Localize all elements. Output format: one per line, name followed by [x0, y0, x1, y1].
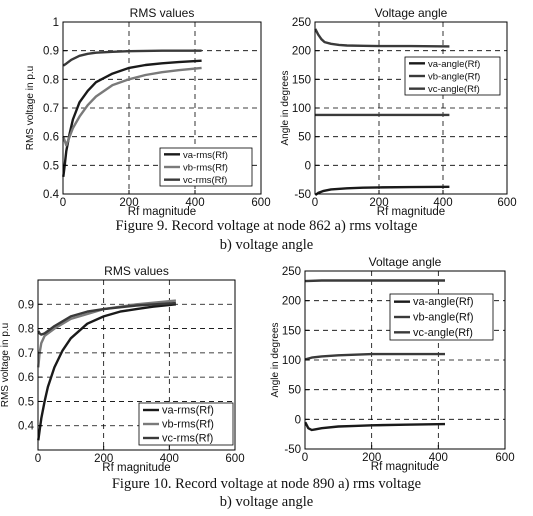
fig9b-series-2-line	[314, 28, 450, 48]
fig9b-legend-label: vb-angle(Rf)	[428, 72, 480, 83]
fig10a-ytick-label: 0.7	[18, 348, 34, 360]
fig10a-series-1-line	[37, 303, 177, 441]
fig10b-legend: va-angle(Rf) vb-angle(Rf) vc-angle(Rf)	[389, 293, 494, 341]
fig10b-ytick-label: 100	[282, 355, 301, 367]
fig9b-ytick-label: 100	[292, 103, 311, 115]
fig10b-ytick-label: 0	[295, 414, 301, 426]
fig9a-xlabel: Rf magnitude	[128, 206, 196, 218]
fig10b-series-2-line	[305, 279, 445, 283]
fig9a-xtick-label: 200	[119, 197, 138, 209]
fig9a-xtick-label: 0	[60, 197, 66, 209]
fig10a-ylabel: RMS voltage in p.u	[0, 323, 11, 408]
fig9b-ytick-label: -50	[294, 189, 311, 201]
fig10a-xtick-label: 0	[35, 453, 41, 465]
fig10b-series-3-line	[304, 352, 445, 361]
fig9a-xtick-label: 400	[185, 197, 204, 209]
fig9a-ytick-label: 0.8	[43, 74, 59, 86]
figure9-caption-line2: b) voltage angle	[219, 237, 314, 253]
fig10a-ytick-label: 0.6	[18, 372, 34, 384]
fig10a-legend-label: va-rms(Rf)	[162, 405, 214, 417]
fig9a-ytick-label: 0.7	[43, 103, 59, 115]
fig10b-legend-label: vc-angle(Rf)	[413, 327, 473, 339]
fig9b-legend-label: va-angle(Rf)	[428, 59, 480, 70]
fig9b-ytick-label: 250	[292, 17, 311, 29]
fig10a-legend-label: vb-rms(Rf)	[162, 419, 214, 431]
fig10a-ytick-label: 0.9	[18, 299, 34, 311]
fig9a-ytick-label: 1	[53, 17, 59, 29]
fig9a-ylabel: RMS voltage in p.u	[25, 66, 36, 151]
fig9a-legend-label: vb-rms(Rf)	[183, 163, 228, 174]
fig10b-xtick-label: 0	[302, 452, 308, 464]
fig10b-legend-label: vb-angle(Rf)	[413, 312, 474, 324]
fig10b-xlabel: Rf magnitude	[371, 461, 439, 473]
fig9a-legend-label: va-rms(Rf)	[183, 150, 228, 161]
figure10-caption-line1: Figure 10. Record voltage at node 890 a)…	[111, 476, 422, 492]
fig10b-ytick-label: 50	[288, 385, 301, 397]
fig9a-ytick-label: 0.6	[43, 132, 59, 144]
fig9b-series-1-line	[314, 185, 450, 197]
fig10b-title: Voltage angle	[369, 255, 442, 269]
fig10b-series-1-line	[304, 421, 446, 432]
fig10b-xtick-label: 400	[429, 452, 448, 464]
fig10a-legend: va-rms(Rf) vb-rms(Rf) vc-rms(Rf)	[138, 402, 234, 446]
figure10-caption-line2: b) voltage angle	[219, 494, 314, 510]
fig10b-ytick-label: 250	[282, 266, 301, 278]
fig10a-chart: RMS values 0 200 400 600 0.4 0.5 0.6 0.7 0.8 0.9 Rf…	[0, 264, 245, 474]
fig10b-ylabel: Angle in degrees	[270, 322, 281, 397]
fig9a-legend: va-rms(Rf) vb-rms(Rf)vc-rms(Rf)	[159, 147, 253, 187]
fig10a-ytick-label: 0.5	[18, 396, 34, 408]
fig9b-ytick-label: 50	[298, 132, 311, 144]
fig10a-series-3-line	[37, 301, 176, 336]
fig9a-series-3-line	[62, 49, 202, 67]
figure9-caption-line1: Figure 9. Record voltage at node 862 a) …	[115, 218, 418, 234]
fig9b-legend: va-angle(Rf) vb-angle(Rf)vc-angle(Rf)	[404, 56, 501, 96]
fig9a-legend-label: vc-rms(Rf)	[183, 175, 227, 186]
fig9a-chart: RMS values 0 200 400 600 0.4 0.5 0.6 0.7 0.8 0.9 1 R…	[25, 6, 271, 218]
fig9a-ytick-label: 0.5	[43, 160, 59, 172]
fig10b-ytick-label: 200	[282, 296, 301, 308]
fig10b-ytick-label: 150	[282, 325, 301, 337]
fig10a-xlabel: Rf magnitude	[102, 462, 170, 474]
fig9a-title: RMS values	[130, 6, 195, 20]
fig9b-ytick-label: 150	[292, 74, 311, 86]
fig10a-xtick-label: 600	[225, 453, 244, 465]
fig10a-xtick-label: 400	[160, 453, 179, 465]
fig9a-ytick-label: 0.4	[43, 189, 60, 201]
fig9a-xtick-label: 600	[251, 197, 270, 209]
fig9a-ytick-label: 0.9	[43, 46, 59, 58]
fig9b-ytick-label: 0	[305, 160, 311, 172]
fig10a-title: RMS values	[104, 264, 169, 278]
fig10b-legend-label: va-angle(Rf)	[413, 296, 474, 308]
fig10b-xtick-label: 200	[362, 452, 381, 464]
fig9b-xtick-label: 0	[312, 197, 318, 209]
fig10a-plot-frame	[37, 279, 236, 451]
fig9b-title: Voltage angle	[375, 6, 448, 20]
fig10b-ytick-label: -50	[284, 444, 301, 456]
fig9a-series-1-line	[62, 59, 202, 177]
fig10a-ytick-label: 0.4	[18, 421, 35, 433]
fig9b-xtick-label: 400	[433, 197, 452, 209]
fig9b-xlabel: Rf magnitude	[377, 206, 445, 218]
fig9b-legend-label: vc-angle(Rf)	[428, 84, 480, 95]
fig10a-xtick-label: 200	[94, 453, 113, 465]
fig9b-ylabel: Angle in degrees	[280, 70, 291, 145]
fig9b-xtick-label: 600	[497, 197, 516, 209]
fig10a-ytick-label: 0.8	[18, 324, 34, 336]
fig9a-series-2-line	[62, 66, 202, 147]
fig10a-legend-label: vc-rms(Rf)	[162, 433, 213, 445]
fig9b-xtick-label: 200	[369, 197, 388, 209]
fig9b-ytick-label: 200	[292, 46, 311, 58]
fig10b-xtick-label: 600	[495, 452, 514, 464]
